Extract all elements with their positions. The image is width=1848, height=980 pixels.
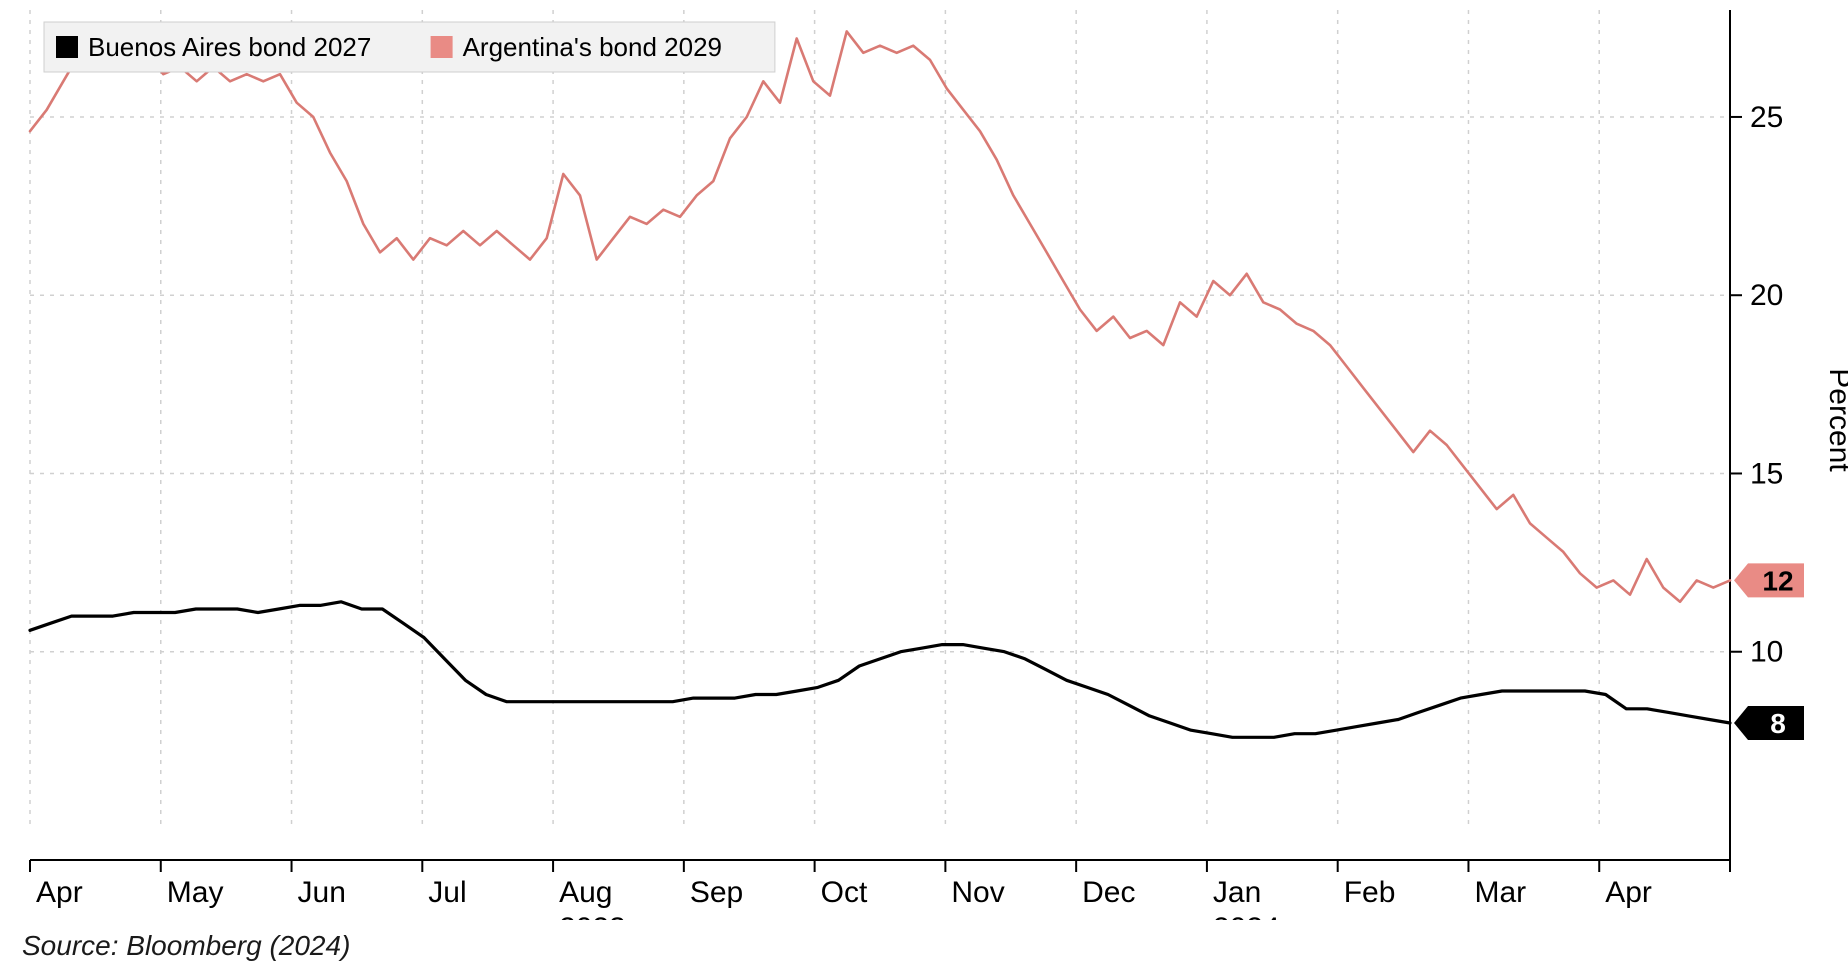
end-value-text: 12 <box>1762 565 1793 596</box>
x-month-label: Aug <box>559 876 612 909</box>
legend-label: Buenos Aires bond 2027 <box>88 32 371 62</box>
bond-yield-chart: 10 15 20 25 Percent Apr May Jun Jul Aug Sep Oct Nov D… <box>0 0 1848 920</box>
y-tick-label: 10 <box>1750 636 1783 669</box>
x-month-label: Apr <box>36 876 83 909</box>
x-month-label: Jan <box>1213 876 1261 909</box>
x-year-label: 2024 <box>1213 912 1280 920</box>
x-month-label: Apr <box>1605 876 1652 909</box>
x-month-label: Sep <box>690 876 743 909</box>
y-tick-label: 20 <box>1750 279 1783 312</box>
legend-swatch <box>56 36 78 58</box>
legend-swatch <box>431 36 453 58</box>
y-tick-label: 15 <box>1750 457 1783 490</box>
chart-container: 10 15 20 25 Percent Apr May Jun Jul Aug Sep Oct Nov D… <box>0 0 1848 980</box>
legend-label: Argentina's bond 2029 <box>463 32 722 62</box>
x-month-label: Dec <box>1082 876 1135 909</box>
x-month-label: Mar <box>1474 876 1526 909</box>
source-caption: Source: Bloomberg (2024) <box>22 930 350 962</box>
x-year-label: 2023 <box>559 912 626 920</box>
x-month-label: Jul <box>428 876 466 909</box>
x-month-label: Oct <box>821 876 868 909</box>
x-month-label: Feb <box>1344 876 1396 909</box>
x-month-label: Nov <box>951 876 1004 909</box>
x-month-label: Jun <box>298 876 346 909</box>
y-axis-label: Percent <box>1823 368 1848 472</box>
end-value-text: 8 <box>1770 708 1786 739</box>
y-tick-label: 25 <box>1750 101 1783 134</box>
x-month-label: May <box>167 876 224 909</box>
end-value-marker <box>1734 706 1804 740</box>
